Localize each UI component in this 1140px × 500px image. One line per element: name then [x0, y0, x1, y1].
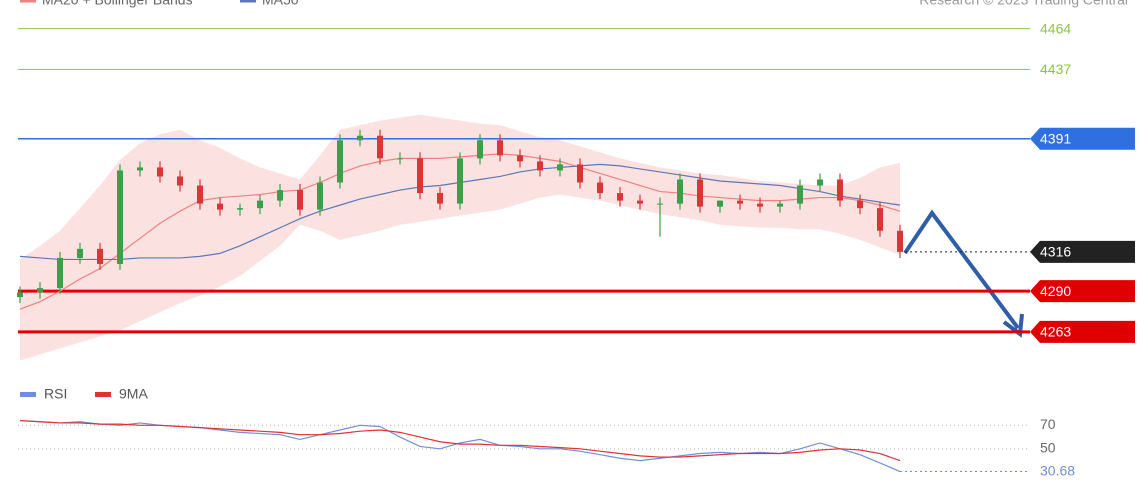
candle-body	[497, 140, 503, 156]
candle-body	[317, 182, 323, 210]
legend-label: MA20 + Bollinger Bands	[42, 0, 193, 8]
candle-body	[477, 140, 483, 159]
line-series	[19, 419, 901, 462]
candle-body	[97, 248, 103, 264]
candle-body	[897, 230, 903, 252]
candle-body	[437, 193, 443, 204]
level-label: 4263	[1040, 324, 1071, 340]
candle-body	[457, 158, 463, 204]
candle-body	[577, 164, 583, 183]
candle-body	[557, 164, 563, 171]
legend-label: 9MA	[119, 386, 148, 402]
legend-swatch	[20, 392, 36, 397]
candle-body	[537, 161, 543, 171]
candle-body	[257, 200, 263, 209]
candle-body	[817, 179, 823, 186]
candle-body	[777, 203, 783, 207]
forecast-arrowhead	[1002, 313, 1024, 338]
y-tick-label: 50	[1040, 440, 1056, 456]
last-value-label: 30.68	[1040, 462, 1075, 478]
candle-body	[877, 208, 883, 231]
candle-body	[57, 257, 63, 289]
candle-body	[137, 167, 143, 171]
level-label: 4316	[1040, 244, 1071, 260]
legend-label: MA50	[262, 0, 299, 8]
candle-body	[677, 179, 683, 204]
level-label: 4464	[1040, 20, 1071, 36]
candle-body	[337, 140, 343, 183]
candle-body	[77, 248, 83, 258]
candle-body	[417, 158, 423, 194]
candle-body	[697, 179, 703, 207]
candle-body	[597, 182, 603, 194]
level-label: 4391	[1040, 130, 1071, 146]
candle-body	[37, 288, 43, 293]
price-tag	[1030, 127, 1135, 150]
candle-body	[517, 155, 523, 162]
candle-body	[857, 200, 863, 209]
candle-body	[197, 185, 203, 204]
candle-body	[797, 185, 803, 204]
candle-body	[397, 158, 403, 160]
legend-label: RSI	[44, 386, 67, 402]
candle-body	[377, 135, 383, 159]
price-tag	[1030, 280, 1135, 303]
y-tick-label: 70	[1040, 416, 1056, 432]
line-series	[19, 419, 901, 473]
legend-swatch	[95, 392, 111, 397]
candle-body	[357, 135, 363, 141]
candle-body	[637, 200, 643, 204]
price-tag	[1030, 240, 1135, 263]
candle-body	[277, 190, 283, 201]
candle-body	[837, 179, 843, 201]
credit: Research © 2023 Trading Central	[919, 0, 1128, 8]
candle-body	[617, 193, 623, 201]
candle-body	[657, 203, 663, 205]
candle-body	[757, 203, 763, 207]
price-tag	[1030, 320, 1135, 343]
candle-body	[217, 203, 223, 210]
candle-body	[177, 176, 183, 186]
candle-body	[297, 190, 303, 210]
level-label: 4290	[1040, 283, 1071, 299]
candle-body	[737, 200, 743, 204]
candle-body	[717, 200, 723, 207]
forecast-arrow	[903, 209, 1020, 330]
level-label: 4437	[1040, 61, 1071, 77]
candle-body	[117, 170, 123, 264]
candle-body	[17, 292, 23, 298]
candle-body	[237, 208, 243, 210]
bollinger-band	[20, 114, 900, 361]
candle-body	[157, 167, 163, 177]
